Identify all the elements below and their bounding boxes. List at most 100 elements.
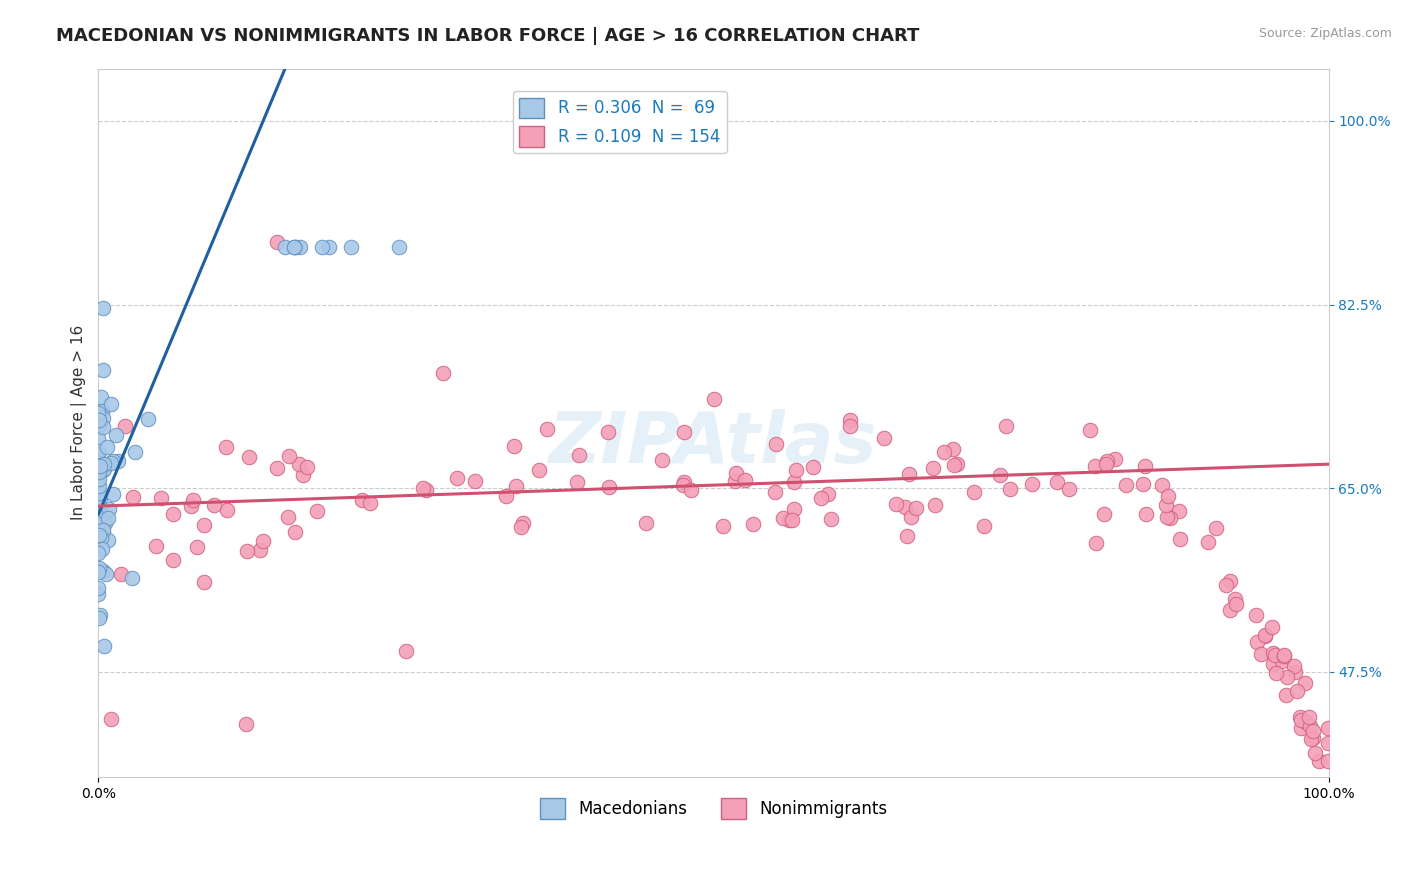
Point xyxy=(1295,715,1317,730)
Point xyxy=(778,513,800,527)
Y-axis label: In Labor Force | Age > 16: In Labor Force | Age > 16 xyxy=(72,325,87,520)
Point xyxy=(672,478,695,492)
Point xyxy=(1205,521,1227,535)
Point xyxy=(1288,710,1310,724)
Point xyxy=(87,444,110,458)
Point xyxy=(395,644,418,658)
Point xyxy=(193,518,215,533)
Point xyxy=(1305,746,1327,760)
Point xyxy=(100,397,122,411)
Point xyxy=(89,459,111,474)
Point xyxy=(1097,454,1119,468)
Point xyxy=(186,540,208,554)
Point xyxy=(801,459,824,474)
Point xyxy=(1265,665,1288,680)
Point xyxy=(1260,620,1282,634)
Point xyxy=(1289,714,1312,728)
Point xyxy=(238,450,260,464)
Point xyxy=(1104,452,1126,467)
Text: MACEDONIAN VS NONIMMIGRANTS IN LABOR FORCE | AGE > 16 CORRELATION CHART: MACEDONIAN VS NONIMMIGRANTS IN LABOR FOR… xyxy=(56,27,920,45)
Text: Source: ZipAtlas.com: Source: ZipAtlas.com xyxy=(1258,27,1392,40)
Point xyxy=(93,458,115,472)
Point xyxy=(91,301,114,315)
Point xyxy=(87,456,110,470)
Point xyxy=(946,458,969,472)
Point xyxy=(89,491,111,505)
Point xyxy=(305,504,328,518)
Point xyxy=(162,508,184,522)
Point xyxy=(734,473,756,487)
Point xyxy=(1270,654,1292,668)
Point xyxy=(783,475,806,489)
Point xyxy=(1246,635,1268,649)
Point xyxy=(536,422,558,436)
Point xyxy=(924,498,946,512)
Point xyxy=(87,475,110,489)
Point xyxy=(90,508,112,522)
Point xyxy=(1219,602,1241,616)
Point xyxy=(1264,648,1286,662)
Point xyxy=(87,581,110,595)
Point xyxy=(1299,719,1322,733)
Point xyxy=(998,482,1021,496)
Point xyxy=(651,452,673,467)
Point xyxy=(97,502,120,516)
Point xyxy=(943,458,966,472)
Point xyxy=(1168,533,1191,547)
Point xyxy=(274,240,297,254)
Point xyxy=(236,543,259,558)
Point xyxy=(1021,477,1043,491)
Point xyxy=(235,717,257,731)
Point xyxy=(785,463,807,477)
Point xyxy=(1168,504,1191,518)
Point xyxy=(568,448,591,462)
Point xyxy=(673,475,696,490)
Point xyxy=(672,425,695,439)
Point xyxy=(1250,647,1272,661)
Point xyxy=(359,495,381,509)
Point xyxy=(277,510,299,524)
Point xyxy=(121,571,143,585)
Point xyxy=(1302,731,1324,746)
Point xyxy=(89,455,111,469)
Point xyxy=(215,440,238,454)
Point xyxy=(181,492,204,507)
Point xyxy=(1316,754,1339,768)
Point xyxy=(89,608,111,623)
Point xyxy=(1159,511,1181,525)
Point xyxy=(1285,684,1308,698)
Point xyxy=(922,460,945,475)
Point xyxy=(897,467,920,482)
Point xyxy=(527,463,550,477)
Point xyxy=(91,404,114,418)
Point xyxy=(1275,688,1298,702)
Point xyxy=(1284,659,1306,673)
Point xyxy=(249,542,271,557)
Point xyxy=(93,462,115,476)
Point xyxy=(783,501,806,516)
Point xyxy=(765,436,787,450)
Point xyxy=(89,528,111,542)
Point xyxy=(1298,709,1320,723)
Point xyxy=(285,240,308,254)
Point xyxy=(1225,597,1247,611)
Point xyxy=(89,502,111,516)
Point xyxy=(193,575,215,590)
Point xyxy=(1156,510,1178,524)
Point xyxy=(1317,735,1340,749)
Point xyxy=(87,412,110,426)
Point xyxy=(110,566,132,581)
Point xyxy=(1059,482,1081,496)
Point xyxy=(973,519,995,533)
Point xyxy=(1135,507,1157,521)
Point xyxy=(884,497,907,511)
Point xyxy=(101,487,124,501)
Point xyxy=(1197,534,1219,549)
Point xyxy=(810,491,832,505)
Point xyxy=(1154,498,1177,512)
Point xyxy=(91,526,114,541)
Point xyxy=(1301,732,1323,747)
Point xyxy=(1291,722,1313,736)
Point xyxy=(963,485,986,500)
Point xyxy=(91,363,114,377)
